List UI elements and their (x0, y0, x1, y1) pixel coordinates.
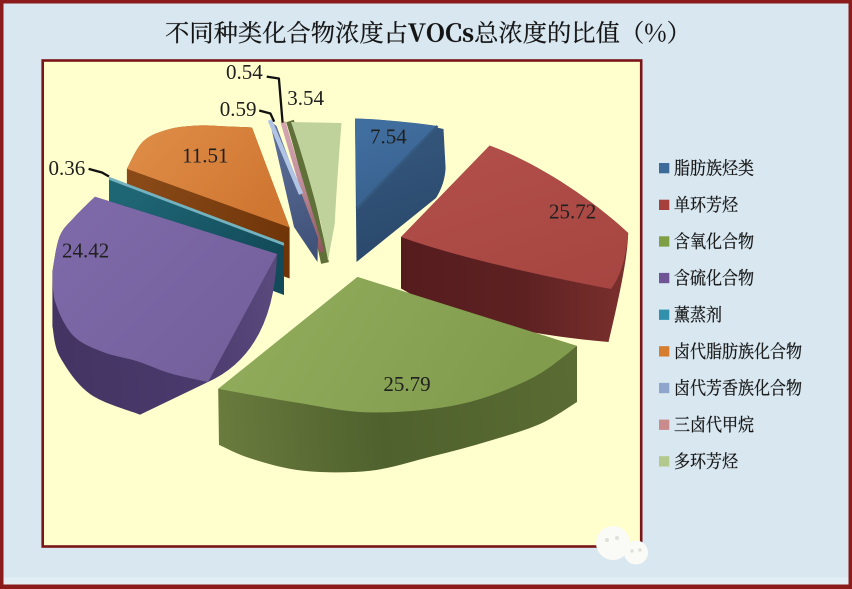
svg-text:25.72: 25.72 (549, 199, 596, 223)
svg-text:24.42: 24.42 (62, 239, 109, 263)
svg-text:0.54: 0.54 (226, 60, 263, 84)
svg-text:11.51: 11.51 (182, 144, 228, 168)
svg-text:3.54: 3.54 (287, 86, 324, 110)
svg-text:7.54: 7.54 (370, 125, 407, 149)
svg-text:25.79: 25.79 (383, 372, 430, 396)
svg-text:0.59: 0.59 (220, 97, 257, 121)
svg-text:0.36: 0.36 (49, 156, 86, 180)
